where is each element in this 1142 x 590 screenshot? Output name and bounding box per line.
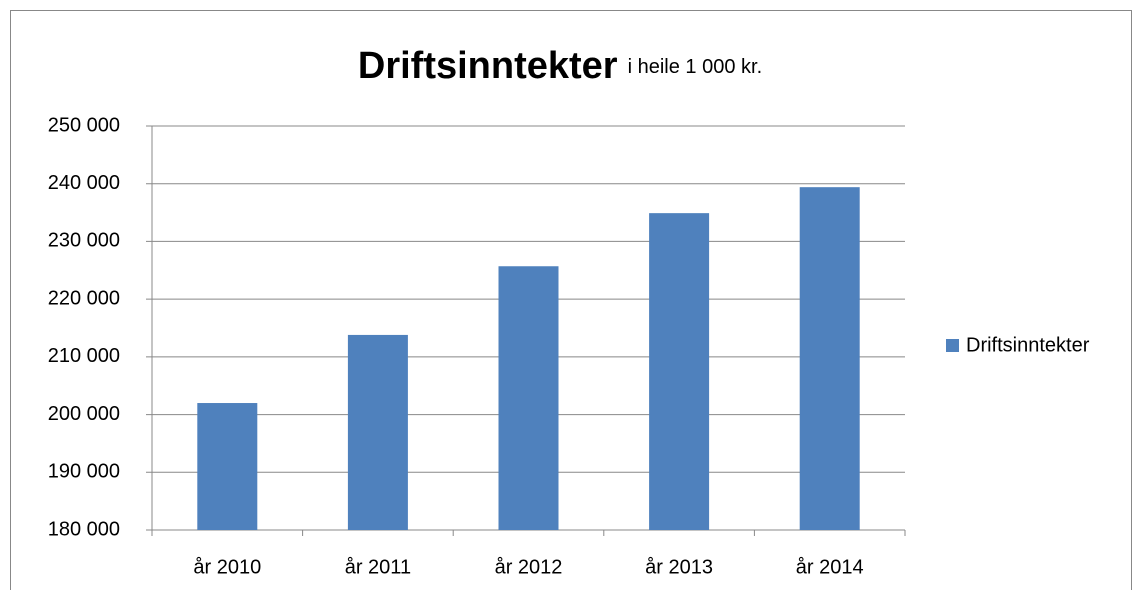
chart-subtitle: i heile 1 000 kr. xyxy=(628,56,763,78)
y-tick-label: 240 000 xyxy=(48,172,120,194)
y-tick-label: 250 000 xyxy=(48,114,120,136)
y-tick-label: 220 000 xyxy=(48,287,120,309)
x-tick-label: år 2011 xyxy=(345,556,411,578)
x-tick-label: år 2010 xyxy=(193,556,261,578)
x-tick-label: år 2012 xyxy=(495,556,563,578)
y-tick-label: 210 000 xyxy=(48,345,120,367)
bar xyxy=(197,403,258,530)
bar xyxy=(649,213,710,531)
chart-title: Driftsinntekter xyxy=(358,45,618,87)
y-tick-label: 190 000 xyxy=(48,461,120,483)
chart-heading: Driftsinntekter i heile 1 000 kr. xyxy=(358,45,762,87)
bar xyxy=(498,266,559,530)
y-tick-label: 230 000 xyxy=(48,230,120,252)
legend-label: Driftsinntekter xyxy=(966,334,1090,356)
y-tick-label: 200 000 xyxy=(48,403,120,425)
x-tick-label: år 2013 xyxy=(645,556,713,578)
y-tick-label: 180 000 xyxy=(48,518,120,540)
bar xyxy=(799,187,860,531)
chart-frame xyxy=(10,10,1132,590)
legend-swatch xyxy=(946,339,959,352)
bar xyxy=(347,334,408,530)
x-tick-label: år 2014 xyxy=(796,556,864,578)
